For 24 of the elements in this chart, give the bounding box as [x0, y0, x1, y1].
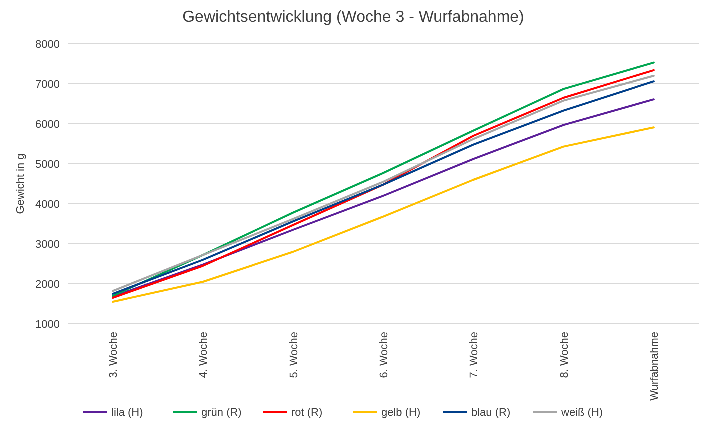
y-tick-label: 7000 — [36, 78, 60, 91]
x-tick-label: Wurfabnahme — [648, 332, 661, 401]
chart-title: Gewichtsentwicklung (Woche 3 - Wurfabnahme) — [182, 9, 524, 26]
line-series — [112, 126, 655, 303]
x-tick-label: 4. Woche — [198, 332, 210, 378]
legend-label: gelb (H) — [382, 406, 421, 419]
x-tick-label: 7. Woche — [468, 332, 481, 378]
y-tick-label: 4000 — [36, 198, 60, 211]
legend-label: blau (R) — [472, 406, 511, 419]
y-tick-label: 8000 — [36, 38, 60, 51]
y-axis-title: Gewicht in g — [15, 154, 27, 214]
x-tick-label: 8. Woche — [558, 332, 571, 378]
legend-label: grün (R) — [202, 406, 242, 419]
legend-label: weiß (H) — [560, 406, 604, 419]
y-tick-label: 2000 — [36, 278, 60, 291]
y-tick-label: 6000 — [36, 118, 60, 131]
y-tick-label: 5000 — [36, 158, 60, 171]
x-tick-label: 5. Woche — [288, 332, 300, 378]
legend-label: rot (R) — [292, 406, 323, 419]
legend-label: lila (H) — [112, 406, 144, 419]
x-tick-label: 3. Woche — [108, 332, 120, 378]
y-tick-label: 1000 — [36, 318, 60, 331]
y-tick-label: 3000 — [36, 238, 60, 251]
x-tick-label: 6. Woche — [378, 332, 390, 378]
